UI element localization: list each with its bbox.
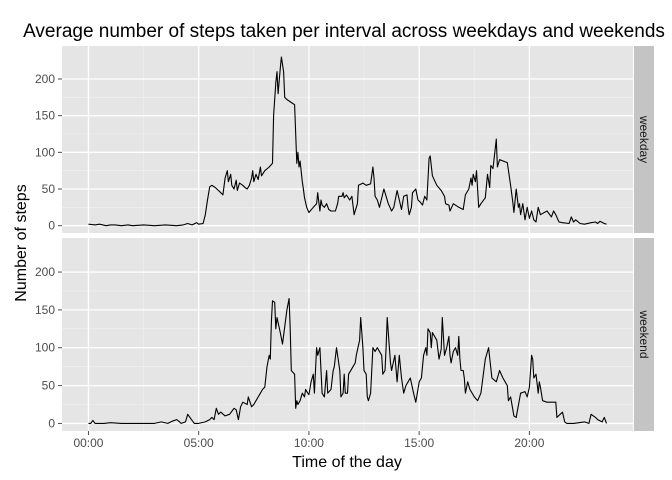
facet-strip-background [634,238,654,431]
y-tick-label: 100 [35,145,55,159]
y-tick-label: 150 [35,109,55,123]
series-line-weekday [88,56,607,227]
x-tick-label: 10:00 [294,436,324,450]
facet-strip-label: weekday [637,115,651,163]
panel-background [62,46,633,233]
y-axis-title: Number of steps [13,184,30,301]
x-axis: 00:00 05:00 10:00 15:00 20:00 [73,431,545,450]
x-tick-label: 05:00 [184,436,214,450]
y-tick-label: 200 [35,72,55,86]
panel-background [62,238,633,431]
y-tick-label: 50 [42,182,56,196]
y-tick-label: 100 [35,341,55,355]
y-tick-label: 50 [42,379,56,393]
y-tick-label: 200 [35,265,55,279]
y-tick-label: 150 [35,303,55,317]
facet-panels: 0 50 100 150 200 weekday 0 50 100 150 200 weekend 00… [35,46,654,450]
y-tick-label: 0 [48,219,55,233]
y-tick-label: 0 [48,416,55,430]
facet-strip-background [634,46,654,233]
facet-strip-label: weekend [637,309,651,358]
x-tick-label: 20:00 [514,436,544,450]
facet-panel-weekday: 0 50 100 150 200 weekday [35,46,654,233]
chart-title: Average number of steps taken per interv… [23,21,665,42]
facet-panel-weekend: 0 50 100 150 200 weekend [35,238,654,431]
x-axis-title: Time of the day [292,454,402,471]
x-tick-label: 15:00 [404,436,434,450]
x-tick-label: 00:00 [73,436,103,450]
series-line-weekend [88,297,608,424]
